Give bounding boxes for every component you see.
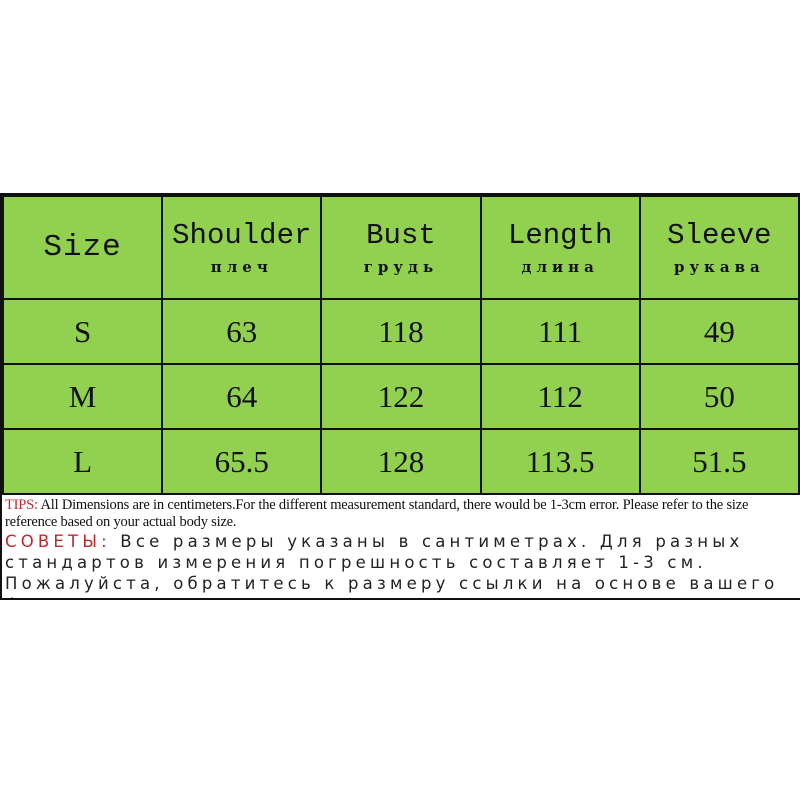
header-size-label: Size — [43, 230, 122, 265]
header-ru: плеч — [210, 258, 273, 276]
cell: 111 — [479, 298, 641, 365]
header-row: Size Shoulder плеч Bust грудь Length длина … — [1, 195, 800, 300]
cell: 65.5 — [161, 428, 323, 495]
cell: 118 — [320, 298, 482, 365]
tips-ru-label: СОВЕТЫ: — [5, 532, 111, 551]
header-bust: Bust грудь — [320, 195, 482, 300]
header-shoulder: Shoulder плеч — [161, 195, 323, 300]
table-row: L 65.5 128 113.5 51.5 — [1, 428, 800, 495]
tips-english: TIPS: All Dimensions are in centimeters.… — [5, 497, 797, 531]
cell: S — [1, 298, 164, 365]
header-en: Bust — [366, 219, 436, 252]
cell: L — [1, 428, 164, 495]
size-table: Size Shoulder плеч Bust грудь Length длина … — [1, 195, 800, 495]
cell: 49 — [638, 298, 800, 365]
cell: 112 — [479, 363, 641, 430]
cell: 64 — [161, 363, 323, 430]
table-row: S 63 118 111 49 — [1, 298, 800, 365]
tips-label: TIPS: — [5, 497, 38, 513]
table-row: M 64 122 112 50 — [1, 363, 800, 430]
tips-box: TIPS: All Dimensions are in centimeters.… — [2, 495, 800, 598]
tips-ru-text: Все размеры указаны в сантиметрах. Для р… — [5, 532, 779, 598]
cell: M — [1, 363, 164, 430]
cell: 50 — [638, 363, 800, 430]
header-length: Length длина — [479, 195, 641, 300]
header-ru: грудь — [363, 258, 439, 276]
size-chart: Size Shoulder плеч Bust грудь Length длина … — [0, 193, 800, 600]
cell: 113.5 — [479, 428, 641, 495]
header-size: Size — [1, 195, 164, 300]
header-en: Length — [507, 219, 613, 252]
header-en: Shoulder — [172, 219, 312, 252]
cell: 63 — [161, 298, 323, 365]
cell: 122 — [320, 363, 482, 430]
header-ru: рукава — [673, 258, 765, 276]
cell: 51.5 — [638, 428, 800, 495]
header-ru: длина — [521, 258, 599, 276]
tips-text: All Dimensions are in centimeters.For th… — [5, 497, 749, 530]
tips-russian: СОВЕТЫ: Все размеры указаны в сантиметра… — [5, 531, 797, 598]
header-en: Sleeve — [667, 219, 772, 252]
cell: 128 — [320, 428, 482, 495]
header-sleeve: Sleeve рукава — [638, 195, 800, 300]
